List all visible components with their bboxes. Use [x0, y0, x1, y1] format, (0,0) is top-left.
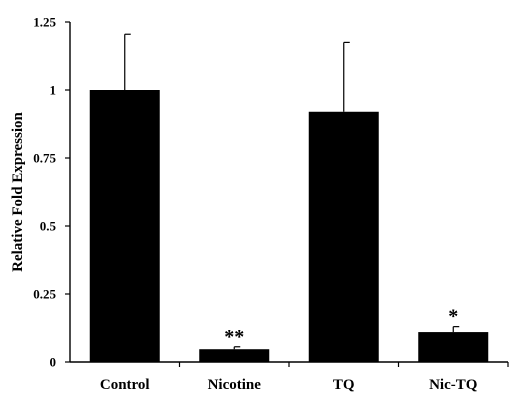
bar-control: [89, 90, 160, 362]
y-tick-label: 0: [50, 355, 57, 370]
bars: [89, 33, 489, 362]
y-tick-label: 0.25: [33, 287, 56, 302]
y-tick-label: 1.25: [33, 15, 56, 30]
y-axis-label: Relative Fold Expression: [10, 111, 26, 271]
significance-annotation: *: [448, 306, 458, 328]
x-tick-label: Nic-TQ: [429, 377, 478, 393]
labels: 0 0.25 0.5 0.75 1 1.25 Control Nicotine ** TQ Nic-…: [33, 15, 477, 394]
x-tick-label: TQ: [333, 377, 355, 393]
significance-annotation: **: [224, 326, 244, 348]
y-tick-label: 0.5: [40, 219, 57, 234]
y-tick-label: 1: [50, 83, 57, 98]
x-tick-label: Control: [100, 377, 150, 393]
bar-tq: [308, 111, 379, 362]
x-tick-label: Nicotine: [208, 377, 262, 393]
bar-nic-tq: [418, 332, 489, 362]
bar-nicotine: [199, 349, 270, 362]
y-tick-label: 0.75: [33, 151, 56, 166]
